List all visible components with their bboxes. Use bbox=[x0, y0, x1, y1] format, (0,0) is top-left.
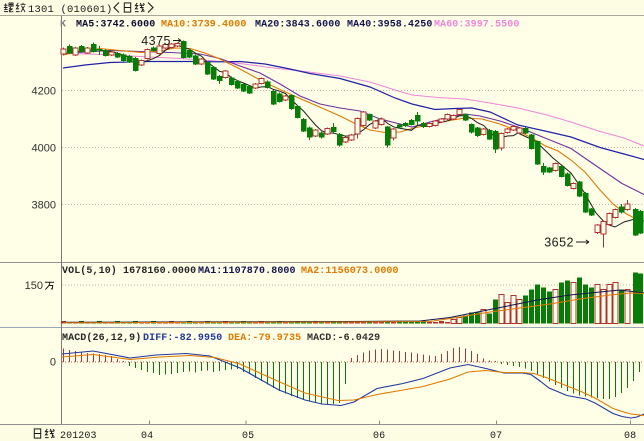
svg-text:04: 04 bbox=[141, 431, 153, 441]
svg-text:MACD(26,12,9): MACD(26,12,9) bbox=[62, 332, 141, 344]
svg-text:06: 06 bbox=[373, 431, 385, 441]
svg-text:05: 05 bbox=[242, 431, 254, 441]
svg-text:MA10:3739.4000: MA10:3739.4000 bbox=[161, 20, 246, 31]
svg-text:MA20:3843.6000: MA20:3843.6000 bbox=[255, 20, 340, 31]
svg-text:VOL(5,10) 1678160.0000: VOL(5,10) 1678160.0000 bbox=[62, 265, 196, 277]
svg-text:MA2:1156073.0000: MA2:1156073.0000 bbox=[301, 266, 399, 277]
svg-text:08: 08 bbox=[624, 431, 636, 441]
svg-text:0: 0 bbox=[50, 357, 56, 369]
svg-text:MA60:3997.5500: MA60:3997.5500 bbox=[434, 20, 519, 31]
svg-text:MA5:3742.6000: MA5:3742.6000 bbox=[76, 20, 155, 31]
svg-text:3652: 3652 bbox=[544, 236, 574, 250]
svg-text:201203: 201203 bbox=[60, 431, 97, 441]
svg-text:MACD:-6.0429: MACD:-6.0429 bbox=[307, 333, 380, 344]
svg-text:07: 07 bbox=[490, 431, 502, 441]
svg-text:150: 150 bbox=[25, 280, 43, 292]
svg-text:4000: 4000 bbox=[32, 143, 56, 155]
svg-text:3800: 3800 bbox=[32, 200, 56, 212]
svg-text:DEA:-79.9735: DEA:-79.9735 bbox=[228, 333, 301, 344]
svg-text:DIFF:-82.9950: DIFF:-82.9950 bbox=[143, 333, 222, 344]
svg-text:4200: 4200 bbox=[32, 86, 56, 98]
svg-text:K: K bbox=[60, 20, 66, 31]
svg-text:4375: 4375 bbox=[141, 34, 171, 48]
svg-text:1301 (010601): 1301 (010601) bbox=[28, 4, 113, 16]
svg-text:MA40:3958.4250: MA40:3958.4250 bbox=[347, 20, 432, 31]
svg-text:MA1:1107870.8000: MA1:1107870.8000 bbox=[198, 266, 296, 277]
